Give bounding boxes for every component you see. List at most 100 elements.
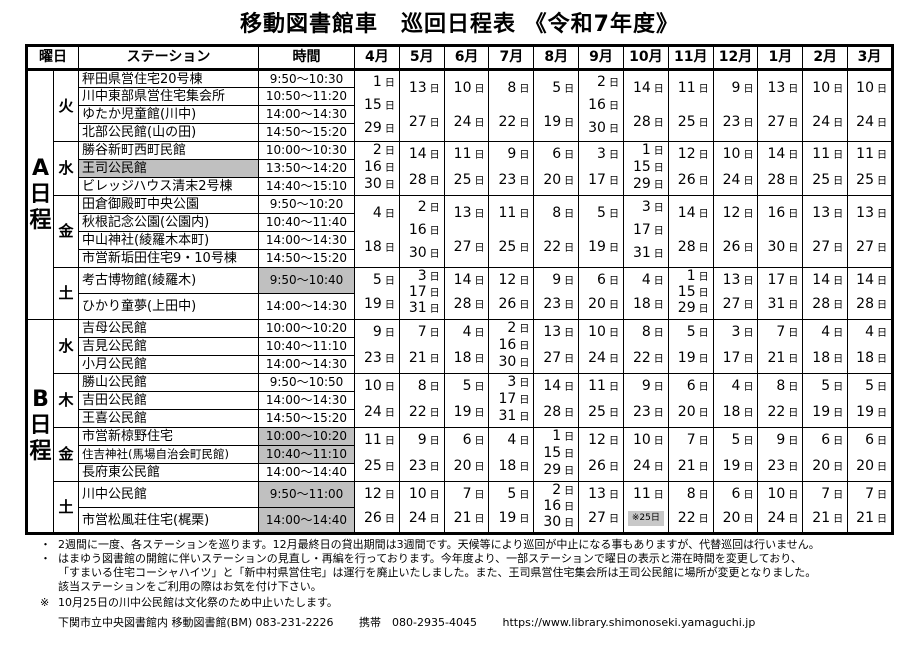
month-dates: 10 日 24 日 [443, 69, 490, 142]
visit-date: 20 日 [718, 511, 754, 526]
day-unit: 日 [564, 243, 575, 255]
day-unit: 日 [519, 412, 530, 423]
date-number: 3 [417, 268, 427, 284]
day-unit: 日 [519, 324, 530, 335]
header-time: 時間 [258, 45, 355, 71]
day-unit: 日 [788, 489, 799, 501]
date-number: 14 [543, 378, 562, 395]
date-number: 17 [767, 271, 786, 288]
header-month: 10月 [622, 45, 669, 71]
visit-date: 11 日 [852, 147, 887, 162]
visit-date: 12 日 [718, 205, 754, 221]
date-number: 10 [812, 79, 831, 96]
day-unit: 日 [564, 485, 575, 497]
visit-date: 27 日 [807, 240, 843, 255]
day-unit: 日 [474, 382, 485, 394]
day-unit: 日 [384, 489, 395, 501]
date-number: 5 [686, 324, 696, 341]
visit-date: 15 日 [628, 160, 664, 175]
day-unit: 日 [877, 328, 887, 340]
visit-date: 11 日 [359, 433, 395, 448]
month-dates: 10 日 24 日 [802, 69, 849, 142]
date-number: 11 [364, 432, 382, 449]
date-number: 4 [821, 324, 831, 341]
day-unit: 日 [564, 449, 575, 460]
visit-date: 19 日 [583, 240, 619, 255]
day-unit: 日 [564, 275, 575, 287]
date-number: 22 [543, 239, 562, 256]
day-unit: 日 [564, 118, 575, 130]
day-unit: 日 [833, 243, 844, 255]
visit-date: 10 日 [628, 433, 664, 448]
visit-date: 15 日 [673, 284, 709, 300]
date-number: 27 [588, 510, 606, 527]
day-unit: 日 [384, 243, 395, 255]
month-dates: 13 日 27 日 [757, 69, 804, 142]
visit-date: 19 日 [718, 458, 754, 474]
month-dates: 11 日 25 日 [488, 195, 535, 268]
day-unit: 日 [877, 436, 887, 448]
date-number: 22 [408, 403, 427, 420]
content: 曜日 ステーション 時間 4月 5月 6月 7月 8月 9月 10月 11月 12月 1月 2月 3月… [25, 44, 905, 630]
day-unit: 日 [564, 501, 575, 513]
station-row: ひかり童夢(上田中) 14:00～14:30 [27, 293, 893, 320]
date-number: 30 [543, 514, 562, 531]
visit-date: 27 日 [852, 240, 887, 255]
date-number: 20 [856, 457, 874, 474]
header-month: 2月 [802, 45, 849, 71]
day-unit: 日 [743, 150, 754, 162]
day-unit: 日 [653, 163, 664, 174]
date-number: 18 [453, 349, 472, 366]
date-number: 19 [453, 403, 472, 420]
station-row: ビレッジハウス清末2号棟 14:40～15:10 [27, 177, 893, 196]
day-unit: 日 [608, 436, 619, 448]
date-number: 4 [372, 204, 382, 221]
date-number: 19 [364, 296, 382, 313]
visit-date: 23 日 [628, 404, 664, 420]
date-number: 17 [498, 391, 517, 407]
date-number: 13 [812, 204, 831, 221]
group-label: A日程 [26, 69, 54, 320]
month-dates: 14 日 28 日 [398, 141, 445, 196]
day-unit: 日 [877, 243, 887, 255]
month-dates: 12 日 26 日 [488, 267, 535, 320]
date-number: 18 [364, 239, 382, 256]
day-unit: 日 [429, 83, 440, 95]
day-unit: 日 [877, 175, 887, 187]
day-unit: 日 [877, 83, 887, 95]
note-text: 「すまいる住宅コーシャハイツ」と「新中村県営住宅」は運行を廃止いたしました。また… [58, 566, 817, 579]
month-dates: 3 日 17 日 [712, 319, 759, 374]
month-dates: 7 日 21 日 [847, 481, 893, 534]
month-dates: 14 日 28 日 [802, 267, 849, 320]
month-dates: 7 日 21 日 [443, 481, 490, 534]
footer-url[interactable]: https://www.library.shimonoseki.yamaguch… [502, 616, 756, 629]
visit-date: 28 日 [538, 404, 574, 420]
note-line: 「すまいる住宅コーシャハイツ」と「新中村県営住宅」は運行を廃止いたしました。また… [40, 566, 905, 580]
station-name: 市営新椋野住宅 [78, 427, 259, 446]
date-number: 7 [821, 485, 831, 502]
note-line: ※ 10月25日の川中公民館は文化祭のため中止いたします。 [40, 596, 905, 610]
date-number: 23 [408, 457, 427, 474]
day-unit: 日 [608, 353, 619, 365]
date-number: 9 [641, 378, 651, 395]
day-unit: 日 [743, 436, 754, 448]
month-dates: 6 日 20 日 [667, 373, 714, 428]
header-month: 12月 [712, 45, 759, 71]
date-number: 22 [677, 510, 696, 527]
day-unit: 日 [833, 382, 844, 394]
day-unit: 日 [788, 461, 799, 473]
visit-date: 19 日 [538, 115, 574, 130]
date-number: 29 [677, 300, 696, 317]
day-unit: 日 [653, 436, 664, 448]
date-number: 22 [632, 349, 651, 366]
visit-date: 31 日 [404, 301, 440, 316]
date-number: 26 [722, 239, 741, 256]
footer: 下関市立中央図書館内 移動図書館(BM) 083-231-2226 携帯 080… [58, 616, 905, 630]
day-unit: 日 [653, 489, 664, 501]
visit-date: 29 日 [538, 463, 574, 478]
